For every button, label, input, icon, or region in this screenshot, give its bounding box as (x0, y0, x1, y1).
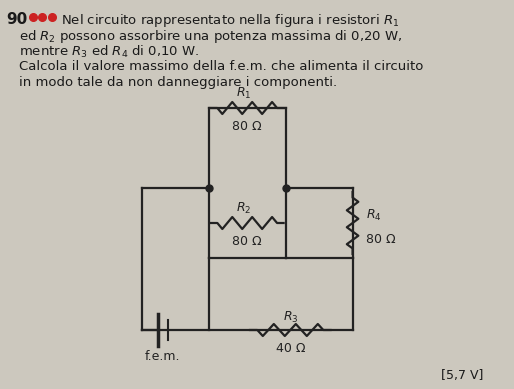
Text: $R_3$: $R_3$ (283, 310, 298, 325)
Text: mentre $R_3$ ed $R_4$ di 0,10 W.: mentre $R_3$ ed $R_4$ di 0,10 W. (19, 44, 199, 60)
Text: [5,7 V]: [5,7 V] (442, 369, 484, 382)
Text: $R_4$: $R_4$ (366, 207, 382, 223)
Text: 90: 90 (7, 12, 28, 27)
Text: f.e.m.: f.e.m. (145, 350, 180, 363)
Text: 80 Ω: 80 Ω (232, 235, 262, 248)
Text: Nel circuito rappresentato nella figura i resistori $R_1$: Nel circuito rappresentato nella figura … (61, 12, 400, 29)
Text: 80 Ω: 80 Ω (232, 120, 262, 133)
Text: $R_1$: $R_1$ (235, 86, 251, 101)
Text: ed $R_2$ possono assorbire una potenza massima di 0,20 W,: ed $R_2$ possono assorbire una potenza m… (19, 28, 402, 45)
Text: $R_2$: $R_2$ (236, 201, 251, 216)
Text: 40 Ω: 40 Ω (276, 342, 305, 355)
Text: Calcola il valore massimo della f.e.m. che alimenta il circuito: Calcola il valore massimo della f.e.m. c… (19, 60, 424, 73)
Text: 80 Ω: 80 Ω (366, 233, 396, 246)
Text: in modo tale da non danneggiare i componenti.: in modo tale da non danneggiare i compon… (19, 76, 337, 89)
